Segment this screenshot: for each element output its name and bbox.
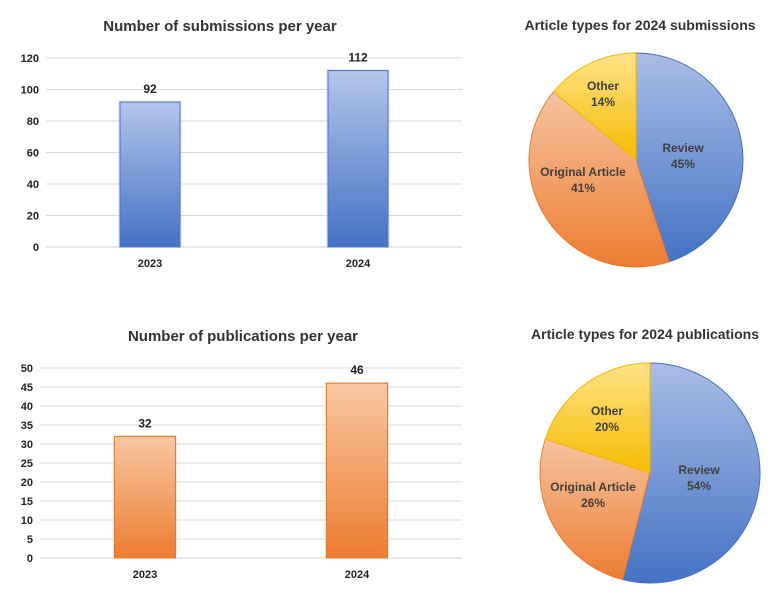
submissions-bar-chart: Number of submissions per year 0 20 40 60 80 1… — [21, 18, 462, 270]
y-tick-label: 100 — [21, 85, 39, 97]
pie-slice-review — [635, 52, 744, 263]
slice-percent-label: 14% — [591, 95, 615, 109]
publications-bar-chart: Number of publications per year051015202… — [21, 328, 462, 581]
y-tick-label: 30 — [21, 439, 33, 451]
bar — [119, 101, 181, 248]
bar — [327, 70, 389, 248]
y-tick-label: 50 — [21, 363, 33, 375]
slice-name-label: Other — [587, 79, 619, 93]
y-tick-label: 15 — [21, 496, 33, 508]
y-tick-label: 0 — [27, 553, 33, 565]
y-tick-label: 25 — [21, 458, 33, 470]
chart-title: Number of publications per year — [128, 328, 358, 345]
bar-value-label: 46 — [350, 363, 364, 377]
chart-title: Article types for 2024 submissions — [524, 17, 755, 33]
y-tick-label: 40 — [27, 179, 39, 191]
chart-title: Article types for 2024 publications — [531, 326, 759, 342]
y-tick-label: 0 — [33, 242, 39, 254]
y-tick-label: 20 — [21, 477, 33, 489]
y-tick-label: 35 — [21, 420, 33, 432]
slice-percent-label: 54% — [687, 479, 711, 493]
pie-slice-other — [552, 52, 637, 162]
slice-name-label: Review — [662, 141, 704, 155]
pie-slice-other — [544, 362, 651, 474]
bar — [114, 435, 176, 559]
y-tick-label: 45 — [21, 382, 33, 394]
submissions-article-types-pie: Article types for 2024 submissions Review… — [524, 17, 756, 268]
bar-value-label: 112 — [348, 51, 368, 65]
slice-name-label: Original Article — [540, 165, 626, 179]
y-tick-label: 10 — [21, 515, 33, 527]
y-tick-label: 120 — [21, 53, 39, 65]
slice-percent-label: 26% — [581, 496, 605, 510]
slice-name-label: Other — [591, 404, 623, 418]
bar — [326, 382, 388, 559]
bar-value-label: 92 — [143, 82, 157, 96]
slice-name-label: Original Article — [550, 480, 636, 494]
slice-percent-label: 45% — [671, 157, 695, 171]
y-tick-label: 5 — [27, 534, 33, 546]
chart-title: Number of submissions per year — [103, 18, 337, 35]
pie-slice-original-article — [539, 438, 651, 581]
y-tick-label: 80 — [27, 116, 39, 128]
x-tick-label: 2024 — [346, 258, 371, 270]
slice-name-label: Review — [678, 463, 720, 477]
publications-article-types-pie: Article types for 2024 publications Revie… — [531, 326, 761, 584]
bar-value-label: 32 — [138, 416, 152, 430]
y-tick-label: 40 — [21, 401, 33, 413]
y-tick-label: 20 — [27, 211, 39, 223]
slice-percent-label: 20% — [595, 420, 619, 434]
x-tick-label: 2023 — [138, 258, 162, 270]
y-tick-label: 60 — [27, 148, 39, 160]
pie-slice-original-article — [528, 91, 670, 268]
x-tick-label: 2023 — [133, 569, 157, 581]
pie-slice-review — [622, 362, 761, 584]
x-tick-label: 2024 — [345, 569, 370, 581]
slice-percent-label: 41% — [571, 181, 595, 195]
